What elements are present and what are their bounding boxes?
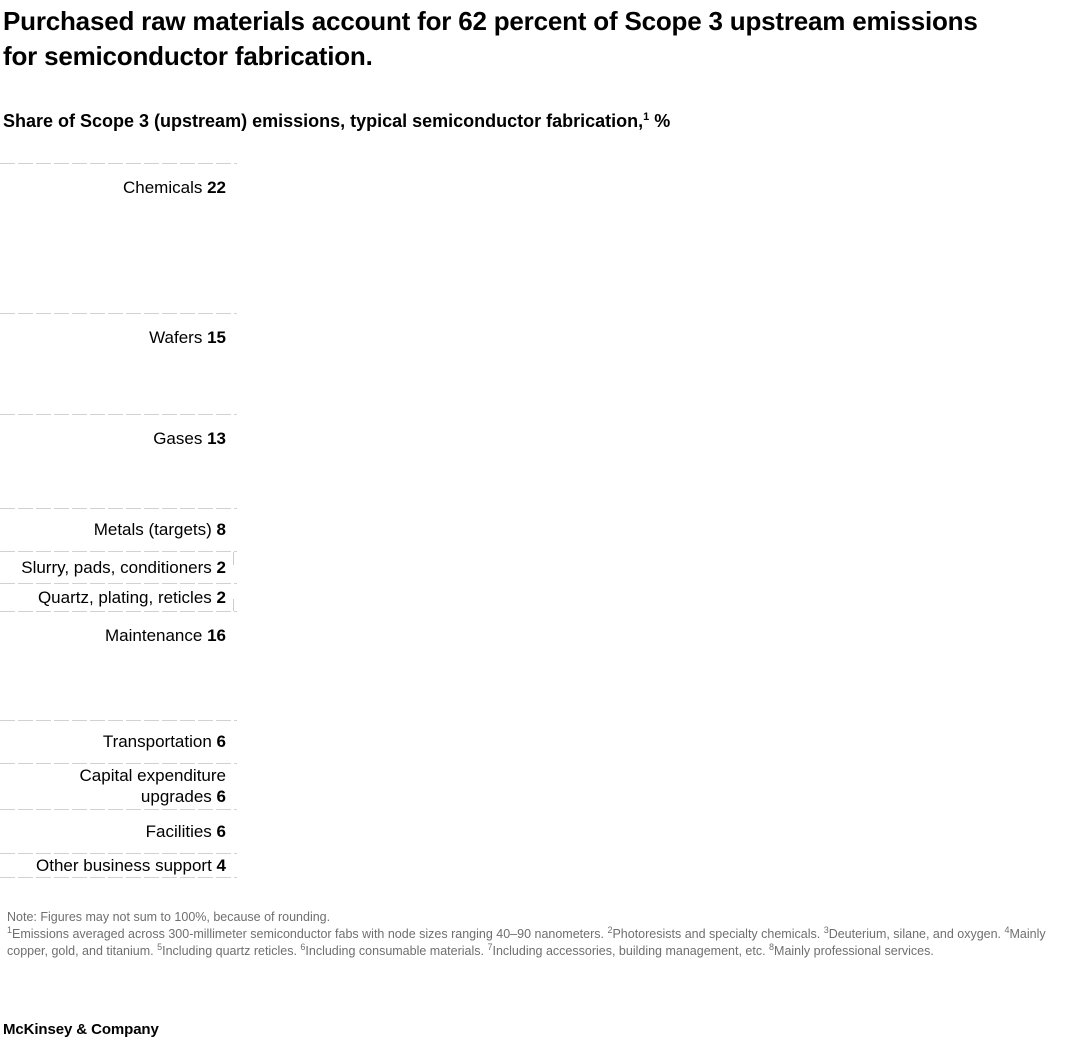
category-label-group: Metals (targets) 8	[94, 519, 237, 540]
category-label-group: Slurry, pads, conditioners 2	[21, 557, 237, 578]
chart-subtitle-text: Share of Scope 3 (upstream) emissions, t…	[3, 111, 644, 131]
category-label: Chemicals	[122, 178, 203, 197]
bracket-tick-down	[233, 552, 234, 565]
note-text: Note: Figures may not sum to 100%, becau…	[7, 910, 331, 924]
category-label-group: Other business support 4	[36, 855, 237, 876]
footnote-marker: 3	[823, 924, 829, 935]
chart-row-transportation: Transportation 6	[0, 720, 237, 763]
row-divider-line	[0, 163, 237, 164]
category-value: 6	[216, 732, 226, 751]
chart-row-facilities: Facilities 6	[0, 809, 237, 853]
chart-row-wafers: Wafers 15	[0, 313, 237, 414]
category-value: 16	[207, 626, 226, 645]
row-divider-line	[0, 313, 237, 314]
category-label-group: Maintenance 16	[105, 611, 237, 646]
category-label-group: Gases 13	[153, 414, 237, 449]
category-label: Maintenance	[105, 626, 203, 645]
category-value: 6	[216, 821, 226, 841]
category-label: Quartz, plating, reticles	[37, 587, 212, 607]
chart-row-maintenance: Maintenance 16	[0, 611, 237, 720]
chart-row-other-business-support: Other business support 4	[0, 853, 237, 877]
row-divider-line	[0, 763, 237, 764]
category-label-group: Transportation 6	[103, 731, 237, 752]
row-divider-line	[0, 720, 237, 721]
row-divider-line	[0, 583, 237, 584]
chart-subtitle-unit: %	[649, 111, 671, 131]
chart-row-slurry-pads-conditioners: Slurry, pads, conditioners 2	[0, 551, 237, 583]
category-label: upgrades	[140, 787, 212, 806]
chart-row-quartz-plating-reticles: Quartz, plating, reticles 2	[0, 583, 237, 611]
chart-row-capital-expenditure-upgrades: Capital expenditure upgrades 6	[0, 763, 237, 809]
footnote-marker: 7	[487, 941, 493, 952]
exhibit-title: Purchased raw materials account for 62 p…	[3, 6, 978, 71]
row-divider-line	[0, 853, 237, 854]
footnote-marker: 1	[643, 111, 650, 123]
mckinsey-company-logo: McKinsey & Company	[3, 1021, 159, 1038]
footnote-marker: 8	[769, 941, 775, 952]
chart-row-metals-targets: Metals (targets) 8	[0, 508, 237, 551]
chart-bottom-line	[0, 877, 237, 878]
category-value: 13	[207, 429, 226, 448]
category-value: 8	[216, 520, 226, 539]
footnote-marker: 5	[157, 941, 163, 952]
footnote-marker: 2	[607, 924, 613, 935]
chart-notes: Note: Figures may not sum to 100%, becau…	[7, 909, 1065, 960]
category-label: Facilities	[145, 821, 212, 841]
category-value: 22	[207, 178, 226, 197]
row-divider-line	[0, 551, 237, 552]
row-divider-line	[0, 414, 237, 415]
category-label: Transportation	[102, 732, 212, 751]
category-value: 2	[216, 587, 226, 607]
category-label-group: Capital expenditure upgrades 6	[80, 765, 237, 807]
chart-subtitle: Share of Scope 3 (upstream) emissions, t…	[3, 106, 670, 133]
category-label: Other business support	[36, 855, 212, 875]
chart-row-chemicals: Chemicals 22	[0, 163, 237, 313]
category-label: Gases	[153, 429, 203, 448]
category-label-group: Chemicals 22	[123, 163, 237, 198]
category-label-group: Quartz, plating, reticles 2	[38, 587, 237, 608]
row-divider-line	[0, 611, 237, 612]
chart-row-gases: Gases 13	[0, 414, 237, 508]
category-label-group: Wafers 15	[149, 313, 237, 348]
category-value: 4	[216, 855, 226, 875]
bracket-tick-up	[233, 599, 234, 611]
footnotes-text: 1Emissions averaged across 300-millimete…	[7, 924, 1046, 958]
category-value: 2	[216, 557, 226, 577]
footnote-marker: 1	[7, 924, 13, 935]
category-value: 15	[207, 328, 226, 347]
footnote-marker: 6	[300, 941, 306, 952]
category-label-group: Facilities 6	[146, 821, 237, 842]
category-label: Metals (targets)	[93, 520, 212, 539]
row-divider-line	[0, 508, 237, 509]
row-divider-line	[0, 809, 237, 810]
category-label: Capital expenditure	[79, 766, 226, 785]
category-value: 6	[216, 787, 226, 806]
category-label: Wafers	[149, 328, 203, 347]
category-label: Slurry, pads, conditioners	[21, 557, 212, 577]
footnote-marker: 4	[1004, 924, 1010, 935]
emissions-share-chart: Chemicals 22 Wafers 15 Gases 13 Metals (tar…	[0, 163, 237, 878]
